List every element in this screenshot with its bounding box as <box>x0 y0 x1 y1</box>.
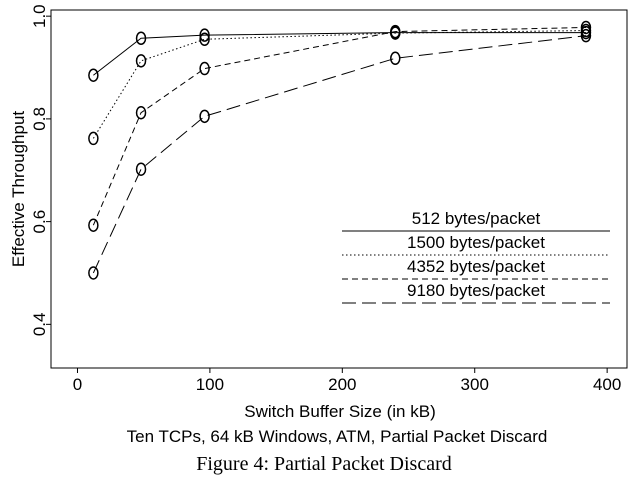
series-4 <box>88 28 592 280</box>
data-point <box>88 131 99 146</box>
data-point <box>199 28 210 42</box>
legend-label: 4352 bytes/packet <box>407 257 545 276</box>
data-point <box>199 109 210 124</box>
series-2 <box>88 23 592 146</box>
series-line <box>92 26 586 226</box>
legend: 512 bytes/packet 1500 bytes/packet 4352 by… <box>342 209 610 304</box>
data-point <box>390 24 401 39</box>
legend-label: 9180 bytes/packet <box>407 281 545 300</box>
y-axis: 0.4 0.6 0.8 1.0 <box>30 4 51 336</box>
series-line <box>92 35 587 274</box>
data-point <box>580 20 592 35</box>
x-axis-label: Switch Buffer Size (in kB) <box>244 402 435 421</box>
y-tick-label: 1.0 <box>30 4 49 28</box>
data-point <box>88 266 99 280</box>
x-tick-label: 300 <box>461 375 489 394</box>
data-point <box>88 218 99 232</box>
data-point <box>580 28 592 43</box>
series-line <box>93 32 586 76</box>
x-tick-label: 400 <box>593 375 621 394</box>
x-tick-label: 200 <box>328 375 356 394</box>
x-axis: 0 100 200 300 400 <box>73 368 621 394</box>
y-axis-label: Effective Throughput <box>9 111 28 268</box>
x-tick-label: 0 <box>73 375 82 394</box>
legend-label: 1500 bytes/packet <box>407 233 545 252</box>
plot-frame <box>50 9 628 369</box>
legend-label: 512 bytes/packet <box>412 209 541 228</box>
data-point <box>135 162 147 176</box>
series-3 <box>88 20 592 232</box>
data-point <box>135 105 147 120</box>
data-point <box>199 32 210 47</box>
data-point <box>199 61 210 76</box>
y-tick-label: 0.4 <box>30 313 49 337</box>
y-tick-label: 0.6 <box>30 210 49 234</box>
series-layer <box>88 20 592 280</box>
x-tick-label: 100 <box>196 375 224 394</box>
data-point <box>135 31 147 45</box>
data-point <box>390 51 401 66</box>
data-point <box>88 68 99 82</box>
figure-caption: Figure 4: Partial Packet Discard <box>196 453 452 475</box>
series-line <box>92 30 586 139</box>
data-point <box>135 54 147 68</box>
y-tick-label: 0.8 <box>30 107 49 131</box>
chart-subtitle: Ten TCPs, 64 kB Windows, ATM, Partial Pa… <box>127 427 548 446</box>
